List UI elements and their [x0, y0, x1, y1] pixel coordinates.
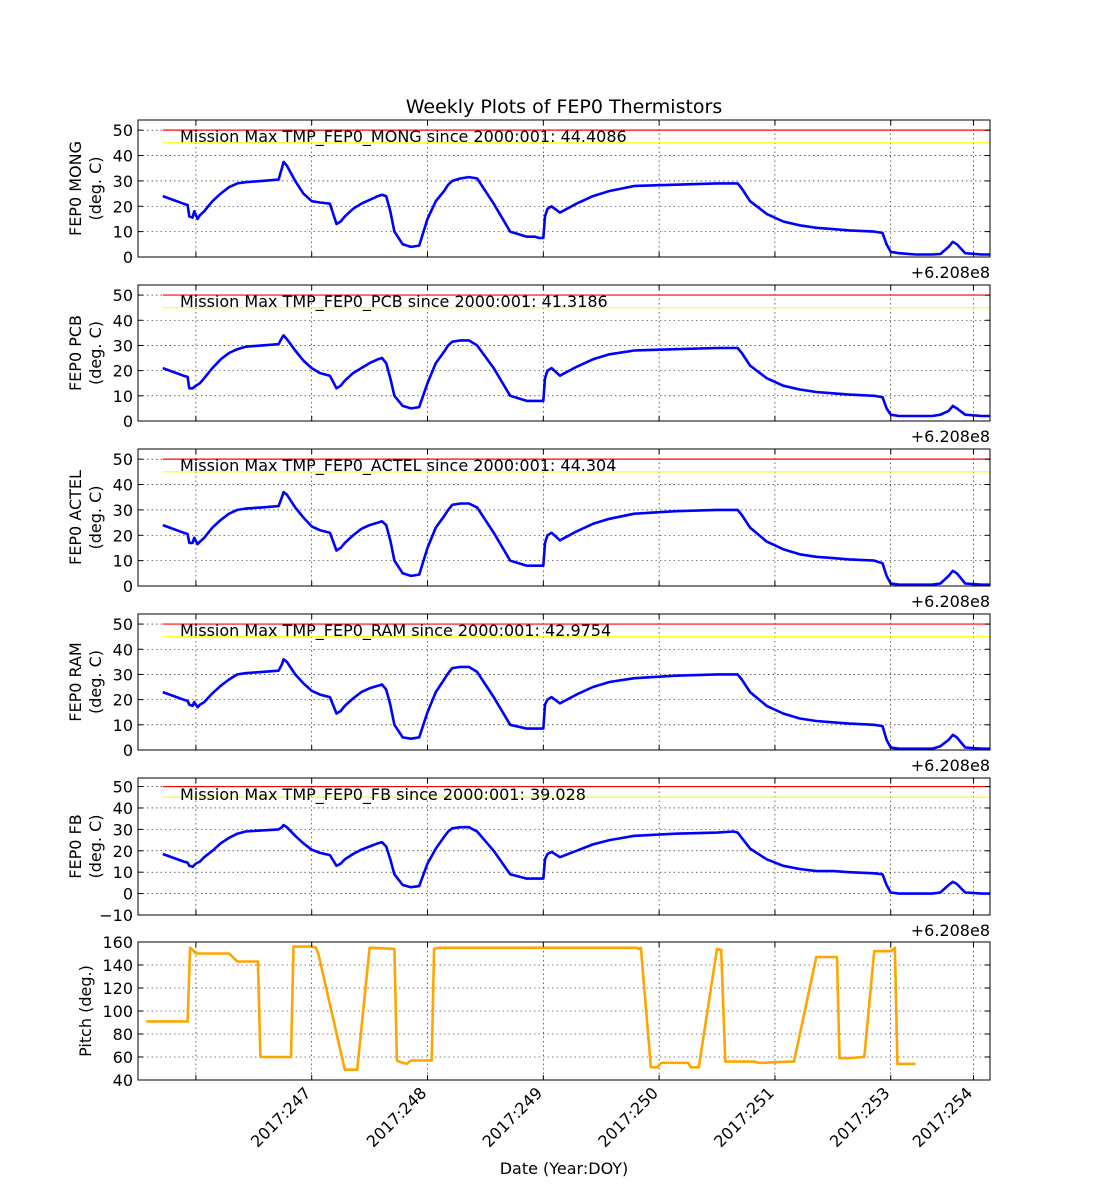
y-tick-label: 10 [113, 387, 133, 406]
y-tick-label: 50 [113, 615, 133, 634]
x-tick-labels: 2017:247 2017:248 2017:249 2017:250 2017:251… [247, 1083, 976, 1151]
y-tick-label: 40 [113, 476, 133, 495]
y-tick-label: 40 [113, 640, 133, 659]
y-axis-label-fb: (deg. C) [86, 815, 105, 879]
y-tick-label: 30 [113, 665, 133, 684]
y-tick-label: 20 [113, 362, 133, 381]
axes-frame-fb [137, 777, 991, 916]
x-tick-label: 2017:247 [247, 1083, 315, 1151]
annotation-pcb: Mission Max TMP_FEP0_PCB since 2000:001:… [180, 292, 608, 312]
y-tick-label: 30 [113, 172, 133, 191]
y-tick-label: 10 [113, 223, 133, 242]
y-tick-label: 20 [113, 842, 133, 861]
panel-pcb: Mission Max TMP_FEP0_PCB since 2000:001:… [66, 284, 991, 446]
y-axis-label-fb: FEP0 FB [66, 814, 85, 878]
annotation-ram: Mission Max TMP_FEP0_RAM since 2000:001:… [180, 621, 611, 641]
annotation-mong: Mission Max TMP_FEP0_MONG since 2000:001… [180, 127, 627, 147]
y-tick-label: 40 [113, 799, 133, 818]
y-tick-label: 160 [102, 933, 133, 952]
y-tick-label: 50 [113, 121, 133, 140]
offset-text: +6.208e8 [911, 756, 990, 775]
grid-fb [138, 778, 990, 916]
offset-text: +6.208e8 [911, 921, 990, 940]
y-tick-label: 30 [113, 501, 133, 520]
y-axis-label-mong: FEP0 MONG [66, 141, 85, 236]
x-tick-label: 2017:249 [479, 1083, 547, 1151]
axes-frame-mong [137, 119, 991, 258]
y-axis-label-actel: FEP0 ACTEL [66, 470, 85, 565]
axes-frame-actel [137, 448, 991, 587]
y-axis-label-pcb: FEP0 PCB [66, 315, 85, 391]
panel-fb: Mission Max TMP_FEP0_FB since 2000:001: … [66, 777, 991, 940]
chart-title: Weekly Plots of FEP0 Thermistors [406, 96, 723, 118]
y-tick-label: 100 [102, 1002, 133, 1021]
series-line-pcb [162, 334, 990, 418]
axes-frame-ram [137, 613, 991, 751]
panel-mong: Mission Max TMP_FEP0_MONG since 2000:001… [66, 119, 991, 282]
y-tick-label: 50 [113, 778, 133, 797]
y-tick-label: 120 [102, 979, 133, 998]
y-tick-label: 50 [113, 286, 133, 305]
x-axis-label: Date (Year:DOY) [500, 1159, 629, 1178]
y-tick-label: 50 [113, 450, 133, 469]
y-tick-label: 10 [113, 863, 133, 882]
y-tick-label: 40 [113, 311, 133, 330]
y-tick-label: 40 [113, 1071, 133, 1090]
y-tick-label: 0 [123, 248, 133, 267]
y-tick-label: 140 [102, 956, 133, 975]
offset-text: +6.208e8 [911, 592, 990, 611]
offset-text: +6.208e8 [911, 263, 990, 282]
annotation-fb: Mission Max TMP_FEP0_FB since 2000:001: … [180, 785, 586, 805]
y-tick-label: 30 [113, 820, 133, 839]
panel-pitch: 40 60 80 100 120 140 160 Pitch (deg.) [76, 933, 991, 1090]
y-axis-label-mong: (deg. C) [86, 157, 105, 221]
series-line-ram [162, 657, 990, 751]
annotation-actel: Mission Max TMP_FEP0_ACTEL since 2000:00… [180, 456, 616, 476]
y-axis-label-ram: FEP0 RAM [66, 642, 85, 721]
y-tick-label: 10 [113, 552, 133, 571]
plot-panels: Mission Max TMP_FEP0_MONG since 2000:001… [66, 119, 991, 1090]
y-tick-label: 60 [113, 1048, 133, 1067]
axes-frame-pitch [137, 941, 991, 1081]
panel-actel: Mission Max TMP_FEP0_ACTEL since 2000:00… [66, 448, 991, 611]
x-tick-label: 2017:248 [363, 1083, 431, 1151]
y-tick-label: 80 [113, 1025, 133, 1044]
y-axis-label-ram: (deg. C) [86, 650, 105, 714]
y-tick-label: 40 [113, 147, 133, 166]
y-tick-label: 20 [113, 197, 133, 216]
x-tick-label: 2017:250 [594, 1083, 662, 1151]
x-tick-label: 2017:251 [710, 1083, 778, 1151]
offset-text: +6.208e8 [911, 427, 990, 446]
y-tick-label: 0 [123, 741, 133, 760]
y-tick-label: 0 [123, 412, 133, 431]
y-tick-label: −10 [99, 906, 133, 925]
x-tick-label: 2017:253 [826, 1083, 894, 1151]
y-axis-label-pitch: Pitch (deg.) [76, 965, 95, 1057]
series-line-actel [162, 490, 990, 587]
x-tick-label: 2017:254 [909, 1083, 977, 1151]
y-tick-label: 0 [123, 885, 133, 904]
series-line-fb [162, 823, 990, 895]
panel-ram: Mission Max TMP_FEP0_RAM since 2000:001:… [66, 613, 991, 775]
y-tick-label: 0 [123, 577, 133, 596]
y-tick-label: 20 [113, 691, 133, 710]
grid-pitch [138, 941, 990, 1081]
y-tick-label: 30 [113, 336, 133, 355]
axes-frame-pcb [137, 284, 991, 422]
series-line-mong [162, 160, 990, 256]
y-tick-label: 20 [113, 526, 133, 545]
y-tick-label: 10 [113, 716, 133, 735]
series-line-pitch [146, 945, 916, 1071]
y-axis-label-actel: (deg. C) [86, 486, 105, 550]
y-axis-label-pcb: (deg. C) [86, 321, 105, 385]
